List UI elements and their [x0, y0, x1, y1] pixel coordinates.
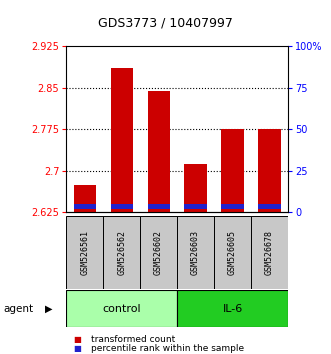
Bar [148, 204, 170, 210]
Bar [214, 216, 251, 289]
Text: agent: agent [3, 304, 33, 314]
Text: GSM526678: GSM526678 [265, 230, 274, 275]
Bar [259, 204, 281, 210]
Bar [221, 129, 244, 212]
Bar [148, 91, 170, 212]
Text: ■: ■ [73, 335, 81, 344]
Text: GDS3773 / 10407997: GDS3773 / 10407997 [98, 17, 233, 29]
Bar [221, 204, 244, 210]
Text: GSM526605: GSM526605 [228, 230, 237, 275]
Text: GSM526603: GSM526603 [191, 230, 200, 275]
Bar [184, 204, 207, 210]
Text: ■: ■ [73, 344, 81, 353]
Text: GSM526561: GSM526561 [80, 230, 89, 275]
Bar [177, 216, 214, 289]
Bar [111, 68, 133, 212]
Bar [103, 216, 140, 289]
Bar [184, 164, 207, 212]
Text: ▶: ▶ [45, 304, 52, 314]
Bar [66, 290, 177, 327]
Text: transformed count: transformed count [91, 335, 175, 344]
Bar [66, 216, 103, 289]
Bar [111, 204, 133, 210]
Bar [73, 185, 96, 212]
Bar [140, 216, 177, 289]
Text: GSM526562: GSM526562 [117, 230, 126, 275]
Bar [259, 129, 281, 212]
Bar [177, 290, 288, 327]
Text: GSM526602: GSM526602 [154, 230, 163, 275]
Bar [73, 204, 96, 210]
Text: control: control [102, 304, 141, 314]
Bar [251, 216, 288, 289]
Text: percentile rank within the sample: percentile rank within the sample [91, 344, 244, 353]
Text: IL-6: IL-6 [222, 304, 243, 314]
